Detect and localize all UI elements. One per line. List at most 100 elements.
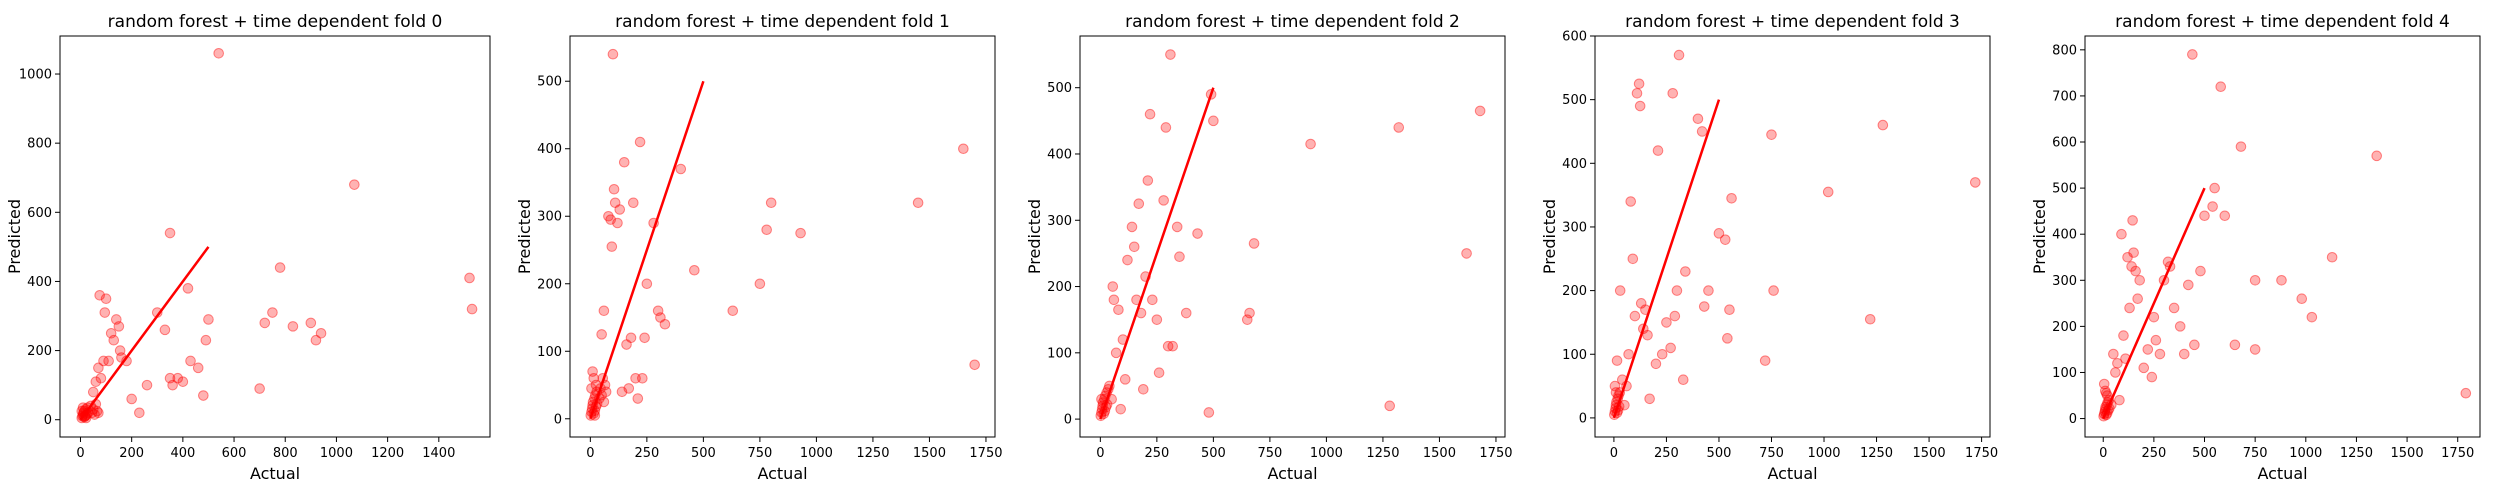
y-tick-label: 200 <box>537 277 562 292</box>
scatter-point <box>86 407 98 419</box>
scatter-point <box>2127 215 2138 226</box>
scatter-point <box>1160 122 1172 133</box>
scatter-point <box>2099 385 2111 397</box>
scatter-point <box>1144 108 1156 120</box>
scatter-point <box>1766 129 1777 140</box>
subplot-fold-1: 0 250 500 750 1000 1250 1500 1750 0 100 200 300 400 5… <box>515 12 1003 483</box>
y-axis-label: Predicted <box>1540 199 1559 274</box>
scatter-point <box>2168 302 2180 314</box>
scatter-point <box>287 321 299 332</box>
scatter-point <box>586 383 597 394</box>
plot-area-frame <box>569 35 996 438</box>
scatter-point <box>1656 348 1668 360</box>
scatter-point <box>108 334 120 346</box>
scatter-point <box>2199 210 2210 222</box>
y-tick-label: 1000 <box>19 68 52 83</box>
y-tick-label: 500 <box>537 75 562 90</box>
scatter-point <box>1208 115 1219 127</box>
y-tick-label: 500 <box>1047 81 1072 96</box>
scatter-point <box>958 143 969 155</box>
x-tick-label: 500 <box>1707 446 1732 461</box>
y-tick-label: 200 <box>1562 284 1587 299</box>
y-tick-label: 0 <box>2069 412 2077 427</box>
x-tick-label: 1000 <box>320 446 353 461</box>
scatter-point <box>1680 266 1691 277</box>
x-tick-label: 250 <box>1144 446 1169 461</box>
plot-area-frame <box>2084 35 2481 438</box>
scatter-point <box>1619 399 1630 411</box>
scatter-point <box>641 278 653 290</box>
scatter-point <box>1822 186 1834 198</box>
scatter-point <box>1671 285 1683 296</box>
scatter-point <box>754 278 766 290</box>
scatter-point <box>2114 394 2125 406</box>
scatter-point <box>98 355 109 367</box>
scatter-point <box>2146 371 2158 383</box>
scatter-point <box>185 355 196 367</box>
scatter-point <box>1147 294 1158 306</box>
scatter-point <box>2371 150 2382 162</box>
scatter-point <box>1153 367 1165 379</box>
x-tick-label: 0 <box>2099 446 2107 461</box>
scatter-point <box>2138 362 2150 374</box>
scatter-point <box>2183 279 2194 291</box>
y-tick-label: 0 <box>1064 413 1072 428</box>
scatter-point <box>1122 254 1133 266</box>
scatter-point <box>159 324 171 336</box>
scatter-point <box>1305 138 1316 150</box>
scatter-point <box>2126 261 2137 272</box>
x-tick-label: 1200 <box>371 446 404 461</box>
scatter-point <box>1623 348 1634 360</box>
subplot-title: random forest + time dependent fold 0 <box>108 12 443 32</box>
scatter-point <box>1629 310 1641 322</box>
scatter-point <box>90 376 102 387</box>
scatter-point <box>1126 221 1138 233</box>
scatter-point <box>1108 294 1120 306</box>
scatter-point <box>2130 265 2141 277</box>
scatter-point <box>689 264 700 276</box>
scatter-point <box>172 372 184 384</box>
reference-line <box>1612 99 1721 419</box>
scatter-point <box>2189 339 2200 351</box>
scatter-point <box>93 362 104 374</box>
scatter-point <box>2100 387 2112 399</box>
scatter-point <box>105 327 117 339</box>
scatter-point <box>95 372 107 384</box>
y-tick-label: 100 <box>2052 366 2077 381</box>
reference-line <box>79 246 210 421</box>
scatter-point <box>1759 355 1771 366</box>
scatter-point <box>134 407 145 419</box>
scatter-point <box>618 156 630 168</box>
x-tick-label: 800 <box>273 446 298 461</box>
scatter-point <box>621 339 632 350</box>
x-tick-label: 200 <box>119 446 144 461</box>
scatter-point <box>2219 210 2231 222</box>
scatter-point <box>1634 100 1646 112</box>
y-tick-label: 400 <box>1047 147 1072 162</box>
scatter-point <box>1203 407 1215 418</box>
subplot-fold-2: 0 250 500 750 1000 1250 1500 1750 0 100 200 300 400 5… <box>1025 12 1513 483</box>
x-tick-label: 0 <box>1096 446 1104 461</box>
x-tick-label: 1750 <box>969 446 1002 461</box>
x-axis-label: Actual <box>250 464 300 483</box>
scatter-point <box>588 372 600 384</box>
scatter-point <box>2215 81 2227 93</box>
scatter-point <box>1719 234 1731 245</box>
scatter-point <box>111 314 122 325</box>
scatter-point <box>2326 251 2338 263</box>
scatter-point <box>2249 274 2261 286</box>
x-tick-label: 500 <box>691 446 716 461</box>
scatter-point <box>2110 367 2121 378</box>
scatter-point <box>2154 348 2166 360</box>
scatter-point <box>1609 380 1621 392</box>
x-tick-label: 250 <box>2141 446 2166 461</box>
scatter-point <box>177 376 189 387</box>
scatter-point <box>2187 49 2198 60</box>
scatter-point <box>2209 182 2220 194</box>
x-tick-label: 0 <box>1610 446 1618 461</box>
scatter-point <box>2112 357 2123 369</box>
scatter-point <box>605 214 616 225</box>
scatter-point <box>607 48 619 60</box>
scatter-point <box>612 217 623 229</box>
scatter-point <box>1722 333 1733 344</box>
